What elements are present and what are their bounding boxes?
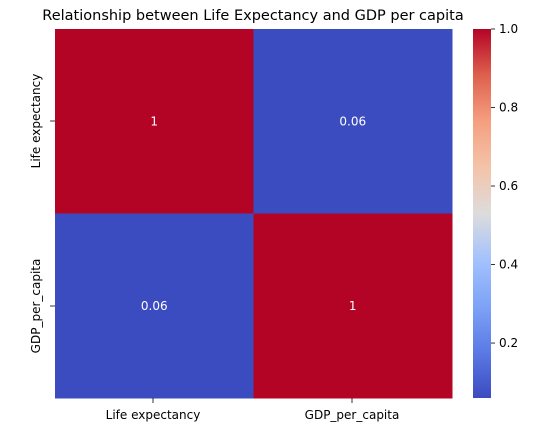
heatmap-cell-0-1 (253, 29, 453, 214)
x-axis: Life expectancy GDP_per_capita (106, 398, 400, 422)
colorbar-tick-label-1: 0.4 (499, 258, 518, 272)
cell-annotation-0-0: 1 (150, 114, 158, 128)
heatmap-cells (55, 29, 453, 399)
colorbar-tick-label-2: 0.6 (499, 179, 518, 193)
y-tick-label-1: GDP_per_capita (29, 259, 43, 354)
heatmap-annotations: 1 0.06 0.06 1 (141, 114, 366, 313)
colorbar-tick-label-0: 0.2 (499, 336, 518, 350)
colorbar-gradient (473, 29, 491, 398)
x-tick-label-0: Life expectancy (106, 408, 201, 422)
cell-annotation-1-0: 0.06 (141, 299, 168, 313)
chart-title: Relationship between Life Expectancy and… (42, 8, 463, 24)
colorbar: 0.2 0.4 0.6 0.8 1.0 (473, 22, 518, 398)
x-tick-label-1: GDP_per_capita (305, 408, 400, 422)
colorbar-tick-label-4: 1.0 (499, 22, 518, 36)
heatmap-cell-0-0 (55, 29, 254, 214)
heatmap-cell-1-1 (253, 213, 453, 399)
cell-annotation-0-1: 0.06 (339, 114, 366, 128)
colorbar-ticks: 0.2 0.4 0.6 0.8 1.0 (491, 22, 518, 350)
heatmap-cell-1-0 (55, 213, 254, 399)
y-axis: Life expectancy GDP_per_capita (29, 74, 55, 354)
y-tick-label-0: Life expectancy (29, 74, 43, 169)
colorbar-tick-label-3: 0.8 (499, 101, 518, 115)
cell-annotation-1-1: 1 (349, 299, 357, 313)
